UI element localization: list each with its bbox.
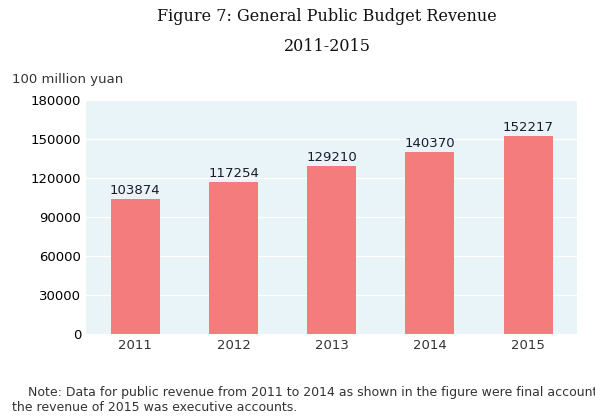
Bar <box>209 182 258 334</box>
Text: 140370: 140370 <box>405 137 455 150</box>
Text: Figure 7: General Public Budget Revenue: Figure 7: General Public Budget Revenue <box>157 8 497 25</box>
Text: 100 million yuan: 100 million yuan <box>12 73 123 86</box>
Text: 103874: 103874 <box>110 184 161 197</box>
Text: 129210: 129210 <box>306 151 357 164</box>
Text: Note: Data for public revenue from 2011 to 2014 as shown in the figure were fina: Note: Data for public revenue from 2011 … <box>12 386 595 414</box>
Text: 152217: 152217 <box>503 121 553 134</box>
Bar <box>111 199 160 334</box>
Text: 117254: 117254 <box>208 167 259 180</box>
Bar <box>405 152 455 334</box>
Bar <box>307 166 356 334</box>
Text: 2011-2015: 2011-2015 <box>284 38 371 55</box>
Bar <box>503 136 553 334</box>
